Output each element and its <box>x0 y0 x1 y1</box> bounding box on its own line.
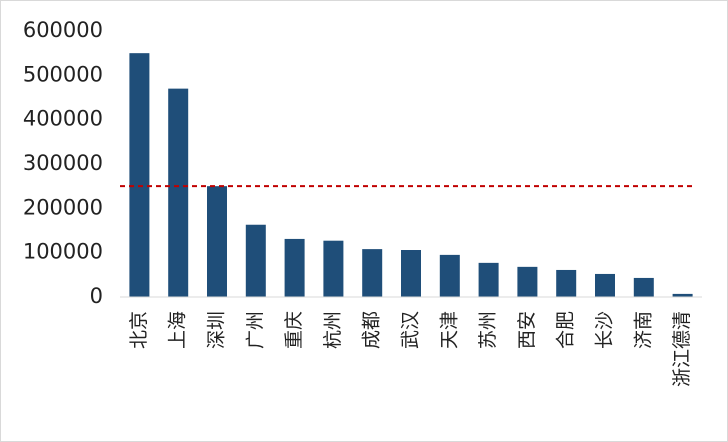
x-tick-label: 北京 <box>128 311 150 349</box>
y-tick-label: 0 <box>90 284 103 308</box>
bar <box>207 186 227 297</box>
x-tick-label: 武汉 <box>400 311 422 349</box>
y-tick-label: 600000 <box>23 18 103 42</box>
x-tick-label: 成都 <box>361 311 383 349</box>
x-tick-label: 上海 <box>167 311 189 349</box>
y-tick-label: 300000 <box>23 151 103 175</box>
bar <box>245 224 266 297</box>
bar <box>633 277 654 297</box>
bar <box>478 262 499 297</box>
x-tick-label: 天津 <box>438 311 460 349</box>
x-tick-label: 合肥 <box>555 311 577 349</box>
bar <box>517 266 538 297</box>
bar <box>439 254 460 297</box>
x-tick-label: 苏州 <box>477 311 499 349</box>
bar <box>323 240 344 297</box>
y-tick-label: 200000 <box>23 195 103 219</box>
x-tick-label: 深圳 <box>206 311 228 349</box>
bar <box>362 249 383 297</box>
x-tick-label: 广州 <box>244 311 266 349</box>
x-tick-label: 浙江德清 <box>671 311 693 387</box>
bar <box>129 53 150 297</box>
y-tick-label: 400000 <box>23 107 103 131</box>
x-tick-label: 西安 <box>516 311 538 349</box>
bar <box>168 88 189 297</box>
y-tick-label: 100000 <box>23 240 103 264</box>
bar <box>401 250 421 297</box>
y-tick-label: 500000 <box>23 62 103 86</box>
bar <box>556 269 577 297</box>
bar <box>672 293 693 297</box>
x-tick-label: 长沙 <box>594 311 616 349</box>
x-tick-label: 重庆 <box>283 311 305 349</box>
bar <box>595 273 615 297</box>
x-tick-label: 杭州 <box>322 311 344 349</box>
x-tick-label: 济南 <box>632 311 654 349</box>
bar <box>284 238 305 297</box>
